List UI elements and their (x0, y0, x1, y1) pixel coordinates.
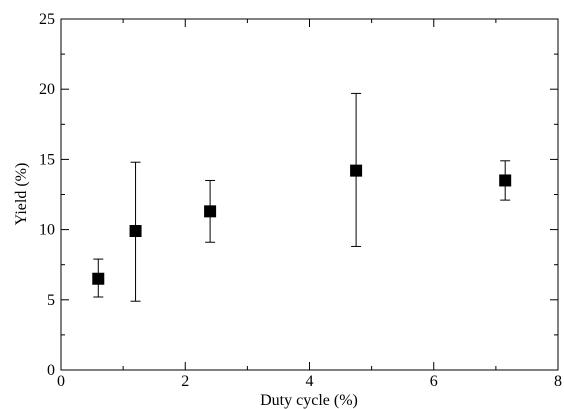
y-tick-label: 25 (39, 11, 55, 28)
x-tick-label: 8 (554, 373, 562, 390)
y-tick-label: 20 (39, 81, 55, 98)
data-point (129, 225, 142, 238)
x-tick-label: 2 (181, 373, 189, 390)
axis-ticks (60, 18, 559, 371)
x-axis-title: Duty cycle (%) (260, 392, 358, 409)
y-tick-label: 10 (39, 222, 55, 239)
data-points (92, 164, 512, 285)
error-bars (93, 92, 511, 302)
y-tick-label: 15 (39, 151, 55, 168)
data-point (350, 164, 363, 177)
data-point (92, 272, 105, 285)
y-tick-label: 5 (47, 292, 55, 309)
y-tick-label: 0 (47, 362, 55, 379)
axis-tick-labels: 0 2 4 6 8 0 5 10 15 20 25 (39, 11, 562, 390)
data-point (204, 205, 217, 218)
x-tick-label: 6 (430, 373, 438, 390)
x-tick-label: 0 (57, 373, 65, 390)
data-point (499, 174, 512, 187)
x-tick-label: 4 (306, 373, 314, 390)
y-axis-title: Yield (%) (13, 163, 30, 226)
